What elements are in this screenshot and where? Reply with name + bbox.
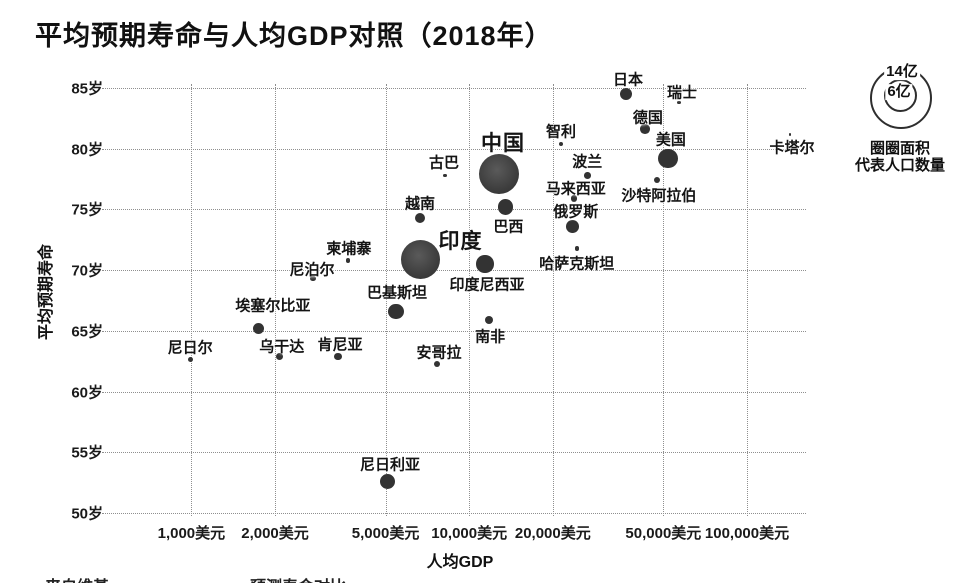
y-tick-label: 70岁 (71, 262, 103, 280)
country-label: 乌干达 (259, 338, 305, 356)
legend-caption-line1: 圈圈面积 (869, 140, 931, 157)
gridline-x (552, 84, 554, 516)
gridline-x (469, 84, 471, 516)
country-label: 日本 (613, 71, 644, 89)
footer-clipped-text-right: 预测寿命对比 (250, 573, 346, 583)
country-label: 德国 (632, 109, 663, 127)
country-dot (414, 212, 426, 224)
country-label: 俄罗斯 (553, 203, 599, 221)
country-label: 沙特阿拉伯 (621, 187, 697, 205)
country-dot (566, 219, 580, 233)
country-dot (558, 141, 564, 147)
y-tick-label: 60岁 (71, 384, 103, 402)
x-tick-label: 100,000美元 (704, 525, 790, 542)
x-tick-label: 1,000美元 (157, 525, 226, 542)
y-tick-label: 65岁 (71, 323, 103, 341)
country-dot (434, 360, 440, 367)
country-dot (187, 357, 193, 363)
country-label: 古巴 (428, 154, 459, 172)
country-label: 巴基斯坦 (366, 284, 427, 302)
country-dot (788, 132, 792, 136)
y-axis-title: 平均预期寿命 (38, 243, 55, 341)
country-dot (583, 172, 591, 179)
gridline-y (102, 391, 806, 393)
gridline-y (102, 452, 806, 454)
country-dot (388, 303, 404, 320)
country-label: 中国 (480, 132, 525, 156)
x-axis-title: 人均GDP (426, 554, 494, 571)
country-label: 尼日利亚 (359, 456, 420, 474)
country-label: 越南 (404, 195, 435, 213)
gridline-x (747, 84, 748, 516)
country-dot (479, 154, 519, 195)
x-tick-label: 2,000美元 (241, 525, 309, 542)
country-dot (253, 322, 265, 334)
x-tick-label: 5,000美元 (351, 525, 420, 542)
country-label: 哈萨克斯坦 (539, 255, 615, 273)
legend: 14亿 6亿 圈圈面积 代表人口数量 (840, 55, 970, 185)
country-dot (653, 177, 661, 184)
country-label: 印度 (438, 230, 483, 254)
y-tick-label: 55岁 (71, 444, 103, 462)
legend-caption-line2: 代表人口数量 (854, 157, 946, 174)
y-tick-label: 85岁 (71, 80, 103, 98)
page-title: 平均预期寿命与人均GDP对照（2018年） (35, 21, 553, 51)
country-dot (570, 195, 577, 202)
country-label: 埃塞尔比亚 (235, 297, 311, 315)
gridline-x (385, 84, 387, 516)
country-label: 尼泊尔 (289, 261, 335, 279)
country-dot (345, 258, 351, 263)
country-label: 柬埔寨 (326, 240, 372, 258)
country-dot (620, 88, 633, 101)
legend-outer-label: 14亿 (884, 63, 920, 81)
country-dot (334, 352, 342, 361)
country-label: 安哥拉 (416, 344, 462, 362)
x-tick-label: 10,000美元 (431, 525, 508, 542)
country-dot (443, 173, 447, 178)
x-tick-label: 50,000美元 (625, 525, 702, 542)
country-dot (476, 255, 494, 273)
country-label: 马来西亚 (545, 180, 606, 197)
country-label: 尼日尔 (167, 339, 213, 357)
country-label: 美国 (655, 131, 686, 149)
gridline-x (663, 84, 665, 516)
gridline-y (102, 148, 806, 150)
y-tick-label: 50岁 (71, 505, 103, 523)
legend-inner-label: 6亿 (885, 83, 913, 101)
country-dot (640, 124, 650, 135)
country-label: 南非 (475, 328, 506, 346)
country-dot (497, 199, 514, 215)
gridline-y (102, 88, 806, 89)
gridline-x (191, 84, 193, 516)
country-label: 瑞士 (666, 84, 697, 102)
country-dot (380, 473, 396, 489)
country-dot (485, 315, 494, 324)
y-tick-label: 75岁 (71, 201, 103, 219)
gridline-y (102, 209, 806, 211)
country-label: 卡塔尔 (769, 139, 815, 157)
gridline-y (102, 270, 806, 272)
country-label: 印度尼西亚 (449, 276, 525, 294)
footer-clipped-text-left: 来自维基 (45, 573, 109, 583)
country-label: 巴西 (493, 218, 524, 236)
gridline-x (275, 84, 277, 516)
legend-inner-circle (884, 79, 917, 112)
country-dot (400, 239, 441, 279)
country-dot (677, 101, 681, 105)
country-dot (310, 275, 316, 282)
y-tick-label: 80岁 (71, 141, 103, 159)
country-label: 波兰 (572, 153, 603, 171)
country-dot (276, 352, 284, 360)
x-tick-label: 20,000美元 (514, 525, 591, 542)
country-dot (658, 148, 678, 169)
gridline-y (102, 330, 806, 332)
gridline-y (102, 513, 806, 514)
country-label: 肯尼亚 (317, 336, 363, 354)
country-label: 智利 (545, 123, 576, 141)
country-dot (574, 246, 580, 251)
